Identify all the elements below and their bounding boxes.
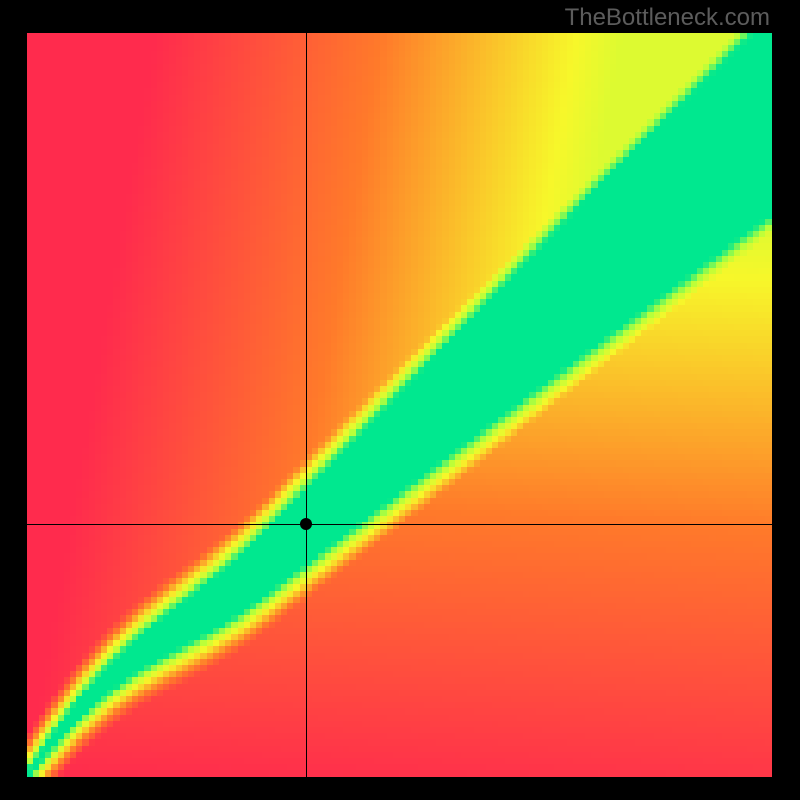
heatmap-plot (27, 33, 772, 777)
watermark-text: TheBottleneck.com (565, 4, 770, 32)
crosshair-vertical (306, 33, 307, 777)
crosshair-horizontal (27, 524, 772, 525)
